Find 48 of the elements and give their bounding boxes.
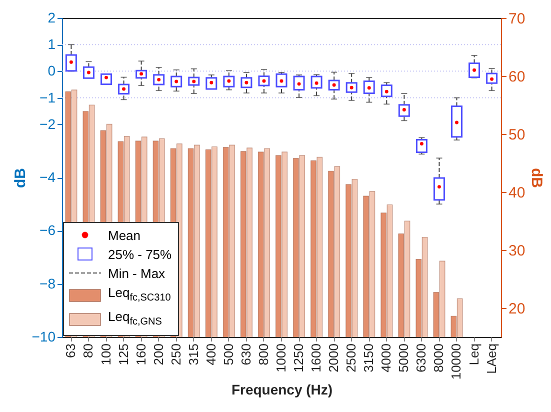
y2-tick-label: 70 <box>508 10 526 28</box>
y-tick-label: −1 <box>40 89 56 106</box>
y2-tick-label: 50 <box>508 126 526 144</box>
y2-tick-label: 30 <box>508 242 526 260</box>
y2-tick-label: 60 <box>508 68 526 86</box>
x-tick-label: 10000 <box>448 344 464 380</box>
x-axis-title: Frequency (Hz) <box>231 382 333 398</box>
y-tick-label: −6 <box>40 222 56 238</box>
x-tick-label: 80 <box>80 344 96 358</box>
x-tick-label: 63 <box>63 344 78 358</box>
y-tick-label: −8 <box>40 275 56 292</box>
x-tick-label: 250 <box>168 344 184 366</box>
x-tick-label: 1000 <box>274 344 288 372</box>
x-tick-label: 315 <box>186 344 201 366</box>
y2-tick-label: 40 <box>508 184 526 202</box>
y2-tick-label: 20 <box>508 300 526 318</box>
x-tick-label: Leq <box>466 344 482 366</box>
y-tick-label: −2 <box>40 116 56 132</box>
x-tick-label: 4000 <box>378 344 394 372</box>
x-tick-label: 8000 <box>431 344 446 372</box>
y-tick-label: 2 <box>48 10 56 26</box>
x-tick-label: 800 <box>256 344 271 366</box>
x-tick-label: 5000 <box>396 344 412 372</box>
x-tick-label: 400 <box>203 344 218 366</box>
y-tick-label: 0 <box>48 62 56 79</box>
annotation: Min - Max <box>108 264 166 283</box>
x-tick-label: 3150 <box>361 344 376 372</box>
x-tick-label: 2000 <box>326 344 342 372</box>
x-tick-label: 100 <box>98 344 114 366</box>
x-tick-label: 1600 <box>308 344 324 372</box>
annotation: 25% - 75% <box>108 246 172 264</box>
y2-axis-title: dB <box>528 168 546 188</box>
x-tick-label: 125 <box>116 344 131 366</box>
y-tick-label: −10 <box>32 328 56 344</box>
x-tick-label: 2500 <box>344 344 359 372</box>
annotation: Mean <box>108 226 141 245</box>
y-tick-label: −4 <box>40 169 56 185</box>
x-tick-label: 1250 <box>291 344 306 372</box>
legend-label: Leq$_{fc,GNS}$ <box>108 308 162 330</box>
x-tick-label: 6300 <box>414 344 429 372</box>
x-tick-label: 500 <box>220 344 236 366</box>
x-tick-label: LAeq <box>484 344 499 374</box>
y-tick-label: 1 <box>48 36 56 52</box>
x-tick-label: 200 <box>150 344 166 366</box>
legend-label: Leq$_{fc,SC310}$ <box>108 284 171 306</box>
x-tick-label: 630 <box>238 344 254 366</box>
x-tick-label: 160 <box>133 344 148 366</box>
y-axis-title: dB <box>12 168 29 188</box>
